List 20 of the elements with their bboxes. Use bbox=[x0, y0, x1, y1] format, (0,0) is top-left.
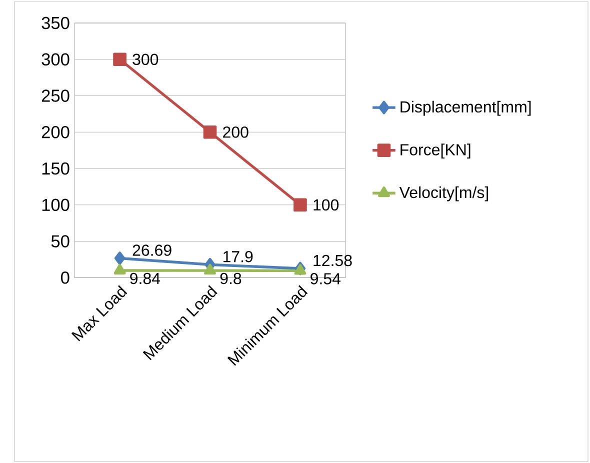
data-label: 12.58 bbox=[314, 254, 352, 266]
y-tick-label: 0 bbox=[60, 272, 70, 284]
data-label: 17.9 bbox=[223, 250, 253, 262]
data-label: 26.69 bbox=[132, 244, 172, 256]
legend-label: Velocity[m/s] bbox=[399, 186, 488, 202]
data-label: 9.54 bbox=[310, 273, 340, 284]
y-tick-label: 150 bbox=[42, 162, 70, 175]
y-tick-label: 300 bbox=[42, 53, 70, 66]
data-label: 200 bbox=[223, 126, 248, 138]
y-tick-label: 100 bbox=[42, 198, 70, 212]
legend-label: Force[KN] bbox=[400, 144, 470, 159]
y-tick-label: 200 bbox=[42, 126, 70, 138]
data-label: 9.8 bbox=[220, 272, 242, 284]
data-label: 300 bbox=[132, 54, 158, 66]
data-label: 9.84 bbox=[130, 272, 160, 284]
legend-label: Displacement[mm] bbox=[400, 100, 531, 116]
y-tick-label: 350 bbox=[42, 16, 70, 30]
y-tick-label: 50 bbox=[51, 235, 70, 248]
y-tick-label: 250 bbox=[42, 90, 70, 102]
data-label: 100 bbox=[314, 199, 339, 211]
